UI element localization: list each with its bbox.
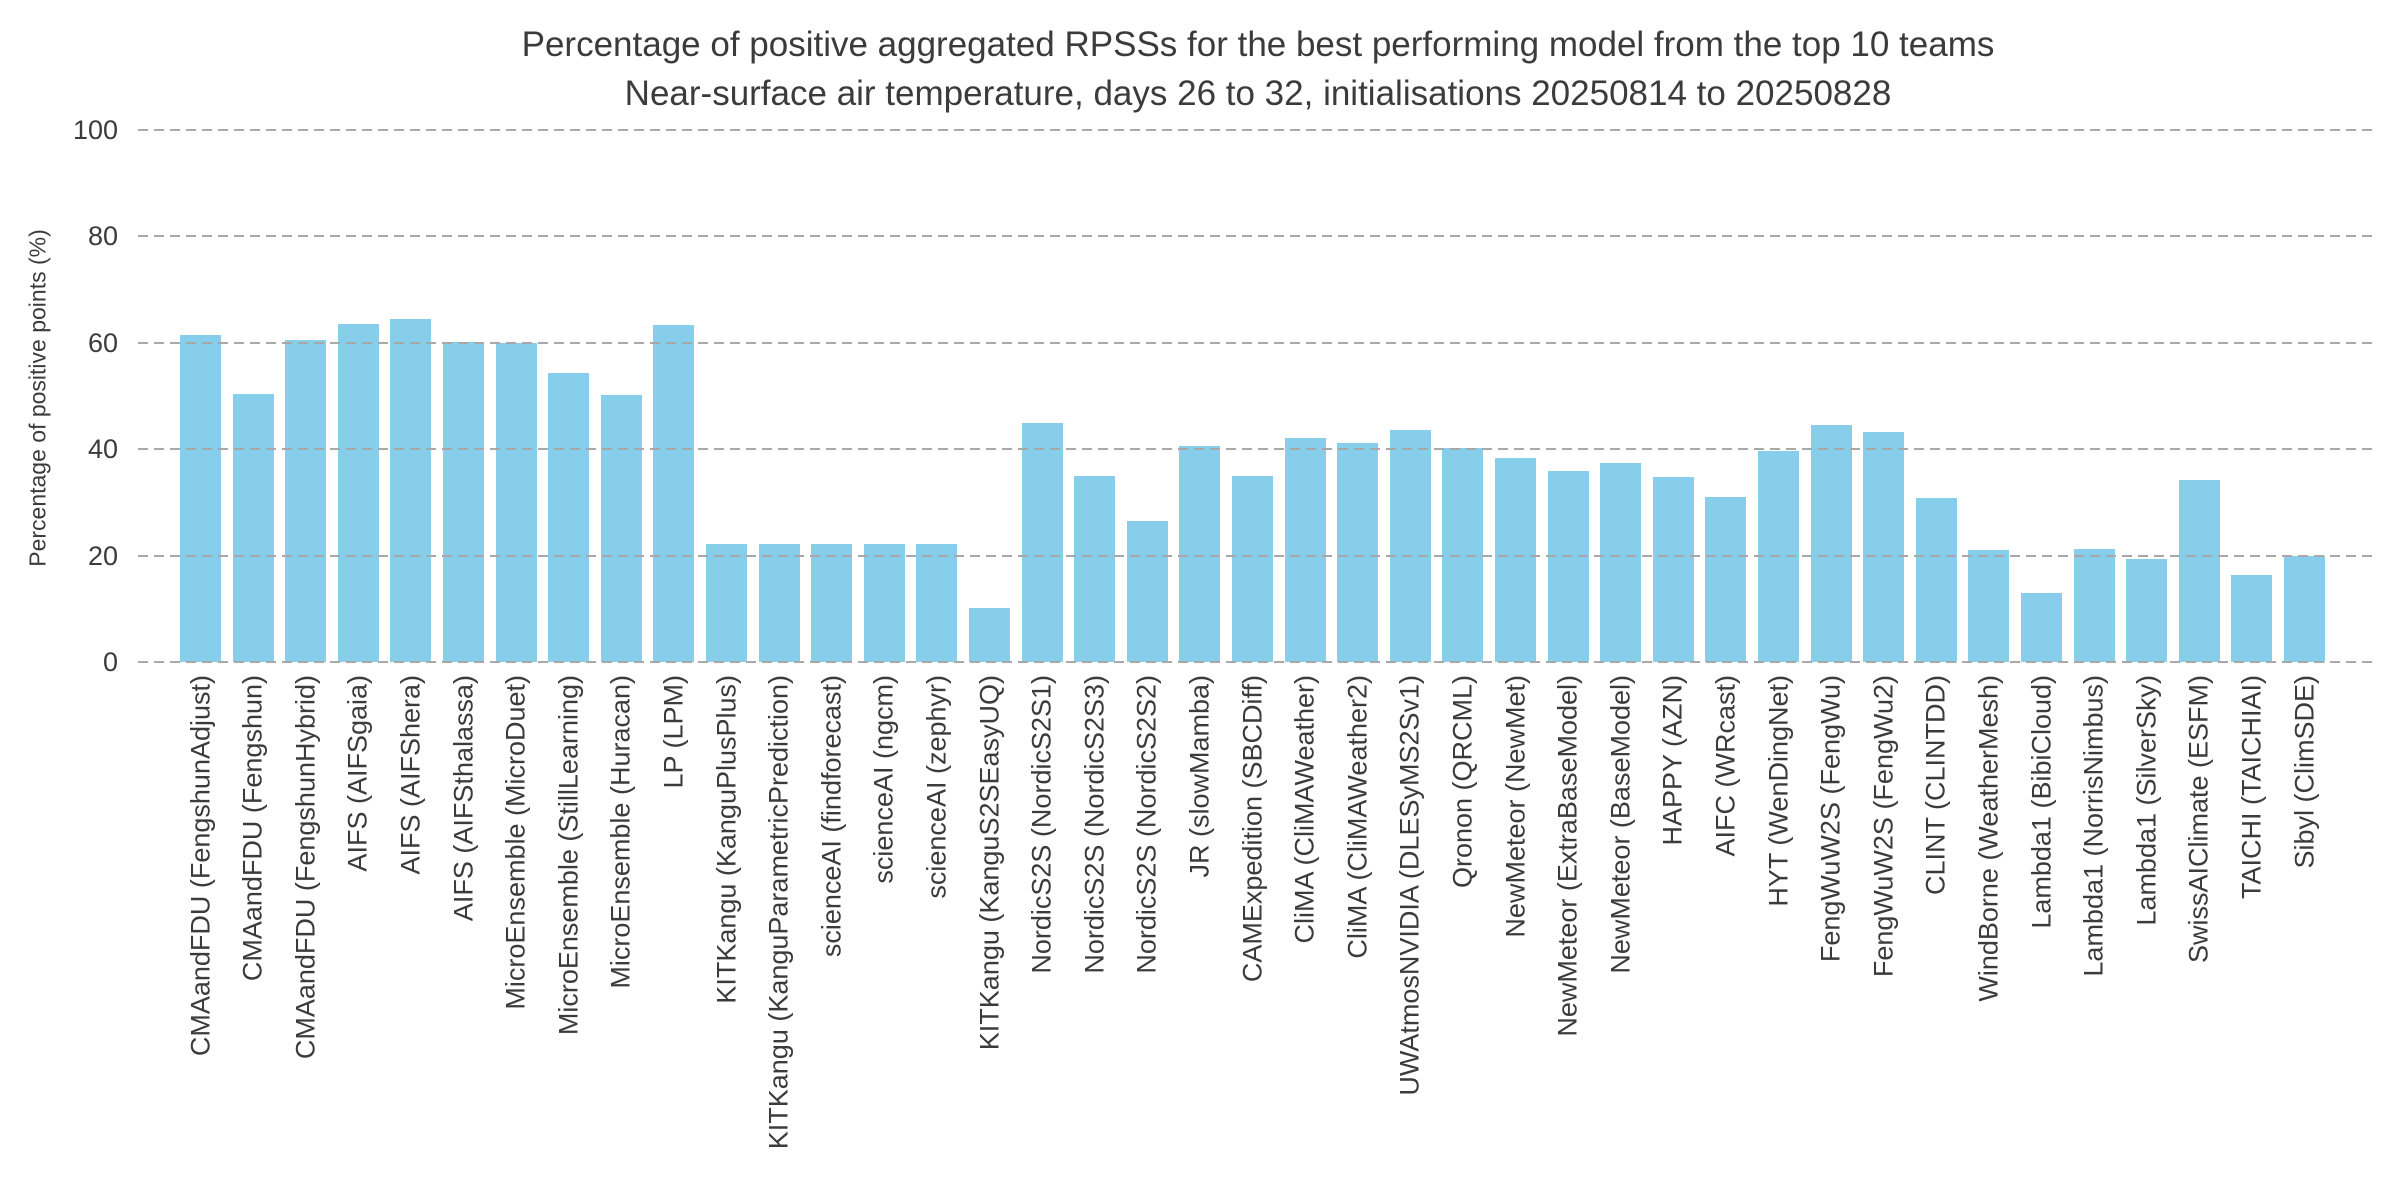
x-tick-label: SwissAIClimate (ESFM) <box>2183 675 2214 964</box>
bar <box>1495 458 1536 662</box>
x-tick-label: AIFS (AIFSgaia) <box>342 675 373 872</box>
x-tick-label: MicroEnsemble (StillLearning) <box>553 675 584 1036</box>
bar <box>863 544 905 662</box>
gridline-100 <box>138 129 2378 131</box>
bar <box>1389 429 1431 662</box>
bar <box>916 544 958 662</box>
y-tick-label: 40 <box>87 434 118 465</box>
bar <box>2231 575 2273 662</box>
bar <box>1810 425 1852 662</box>
x-tick-label: HAPPY (AZN) <box>1657 675 1688 846</box>
chart-title: Percentage of positive aggregated RPSSs … <box>138 20 2378 118</box>
x-tick-label: Lambda1 (NorrisNimbus) <box>2078 675 2109 977</box>
x-tick-label: CMAandFDU (Fengshun) <box>237 675 268 982</box>
x-tick-label: UWAtmosNVIDIA (DLESyMS2Sv1) <box>1394 675 1425 1096</box>
bar <box>1021 422 1063 662</box>
gridline-80 <box>138 235 2378 238</box>
bar <box>1284 438 1326 662</box>
chart-title-line1: Percentage of positive aggregated RPSSs … <box>521 25 1995 64</box>
bar <box>390 318 432 662</box>
bar <box>443 342 484 662</box>
bar <box>1915 498 1957 662</box>
bar <box>653 324 695 662</box>
bar <box>285 340 327 662</box>
gridline-20 <box>138 554 2378 557</box>
x-tick-label: Lambda1 (SilverSky) <box>2131 675 2162 926</box>
x-tick-label: CliMA (CliMAWeather2) <box>1342 675 1373 959</box>
x-tick-label: CAMExpedition (SBCDiff) <box>1237 675 1267 983</box>
x-tick-label: AIFS (AIFShera) <box>395 675 426 875</box>
bar <box>1705 496 1747 662</box>
bar <box>1337 443 1379 662</box>
bar <box>1600 462 1642 662</box>
y-tick-label: 60 <box>87 327 118 358</box>
x-tick-label: NewMeteor (NewMet) <box>1500 675 1530 938</box>
x-tick-label: scienceAI (zephyr) <box>921 675 952 899</box>
x-tick-label: NordicS2S (NordicS2S1) <box>1026 675 1057 974</box>
x-tick-label: LP (LPM) <box>658 675 689 789</box>
bar <box>180 335 221 662</box>
bar <box>706 544 747 662</box>
x-tick-label: MicroEnsemble (Huracan) <box>605 675 636 989</box>
bar <box>1652 476 1694 662</box>
bar <box>1863 431 1905 662</box>
x-tick-label: FengWuW2S (FengWu2) <box>1868 675 1899 978</box>
y-axis-title: Percentage of positive points (%) <box>24 229 51 567</box>
x-tick-label: CliMA (CliMAWeather) <box>1289 675 1320 944</box>
x-tick-label: HYT (WenDingNet) <box>1763 675 1793 907</box>
plot-area: CMAandFDU (FengshunAdjust) CMAandFDU (Fen… <box>138 129 2378 1149</box>
x-tick-label: scienceAI (findforecast) <box>816 675 847 958</box>
bar <box>1968 549 2010 662</box>
bar <box>1074 475 1116 662</box>
x-tick-label: NordicS2S (NordicS2S2) <box>1131 675 1162 974</box>
x-tick-label: Lambda1 (BibiCloud) <box>2026 675 2056 929</box>
chart-title-line2: Near-surface air temperature, days 26 to… <box>624 74 1892 113</box>
gridline-40 <box>138 448 2378 451</box>
bar <box>2178 479 2220 662</box>
bar <box>2284 556 2325 662</box>
x-tick-label: Qronon (QRCML) <box>1447 675 1478 889</box>
x-tick-label: Sibyl (ClimSDE) <box>2289 675 2319 869</box>
x-tick-label: KITKangu (KanguParametricPrediction) <box>763 675 794 1150</box>
y-tick-label: 80 <box>87 221 118 252</box>
bar <box>1126 520 1168 662</box>
x-tick-label: TAICHI (TAICHIAI) <box>2236 675 2267 899</box>
bar <box>969 607 1010 662</box>
x-tick-label: MicroEnsemble (MicroDuet) <box>500 675 531 1010</box>
gridline-60 <box>138 341 2378 344</box>
bar <box>232 394 274 662</box>
x-tick-label: AIFC (WRcast) <box>1710 675 1741 857</box>
bar <box>1547 471 1589 662</box>
y-tick-label: 20 <box>87 540 118 571</box>
bar <box>548 373 590 662</box>
bar <box>1232 475 1273 662</box>
y-tick-label: 0 <box>102 647 118 677</box>
bar <box>600 394 642 662</box>
x-tick-label: WindBorne (WeatherMesh) <box>1973 675 2004 1002</box>
x-tick-label: KITKangu (KanguS2SEasyUQ) <box>974 675 1004 1051</box>
bar <box>1179 446 1221 662</box>
x-tick-label: NewMeteor (BaseModel) <box>1605 675 1636 974</box>
x-tick-label: scienceAI (ngcm) <box>868 675 899 884</box>
x-tick-label: AIFS (AIFSthalassa) <box>448 675 478 922</box>
bar <box>2073 549 2115 662</box>
x-tick-label: CMAandFDU (FengshunAdjust) <box>185 675 215 1057</box>
x-tick-label: CMAandFDU (FengshunHybrid) <box>290 675 321 1060</box>
bar <box>811 544 853 662</box>
bar <box>2021 593 2062 662</box>
bar <box>337 323 379 662</box>
x-tick-label: JR (slowMamba) <box>1184 675 1215 878</box>
bar <box>495 342 537 662</box>
bar <box>758 544 800 662</box>
x-tick-label: CLINT (CLINTDD) <box>1920 675 1951 896</box>
y-tick-label: 100 <box>72 115 118 145</box>
x-tick-label: NordicS2S (NordicS2S3) <box>1079 675 1110 974</box>
gridline-0 <box>138 661 2378 663</box>
x-tick-label: FengWuW2S (FengWu) <box>1815 675 1846 963</box>
x-tick-label: NewMeteor (ExtraBaseModel) <box>1552 675 1583 1037</box>
bar <box>2126 558 2168 662</box>
x-tick-label: KITKangu (KanguPlusPlus) <box>711 675 741 1004</box>
